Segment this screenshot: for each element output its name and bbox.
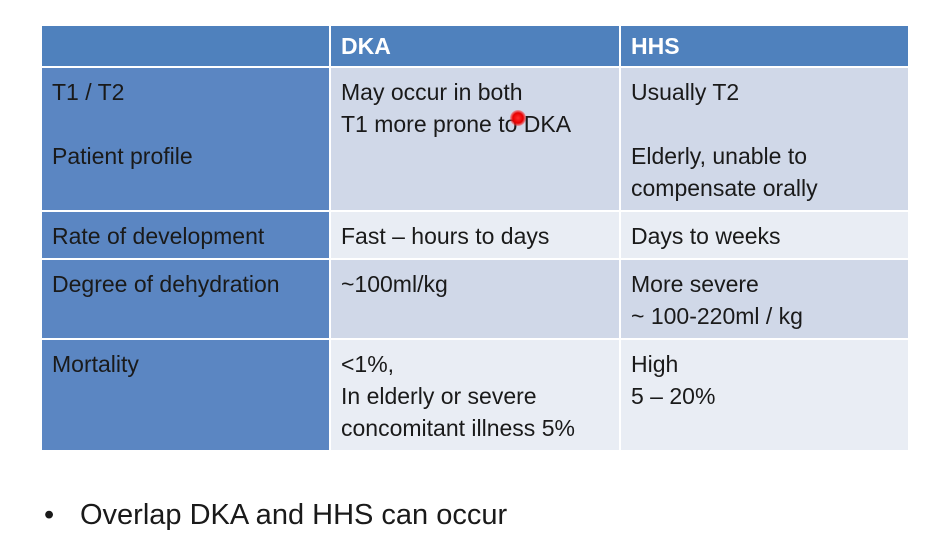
table-header-row: DKA HHS: [40, 24, 910, 68]
table-row: Mortality <1%, In elderly or severe conc…: [40, 338, 910, 452]
hhs-line: High: [631, 351, 679, 377]
table-row: Rate of development Fast – hours to days…: [40, 210, 910, 260]
hhs-line: compensate orally: [631, 175, 818, 201]
comparison-table: DKA HHS T1 / T2 Patient profile May occu…: [40, 24, 910, 452]
row-label-spacer: [52, 108, 319, 140]
dka-cell: Fast – hours to days: [329, 210, 621, 260]
hhs-line: Usually T2: [631, 79, 740, 105]
hhs-line: ~ 100-220ml / kg: [631, 303, 803, 329]
header-dka: DKA: [329, 24, 621, 68]
row-label-cell: T1 / T2 Patient profile: [40, 66, 331, 212]
bullet-point: • Overlap DKA and HHS can occur: [44, 497, 507, 533]
hhs-line: 5 – 20%: [631, 383, 716, 409]
row-label-line: Rate of development: [52, 223, 265, 249]
bullet-dot-icon: •: [44, 499, 55, 531]
table-row: Degree of dehydration ~100ml/kg More sev…: [40, 258, 910, 340]
laser-pointer-icon: [510, 110, 526, 126]
dka-line: T1 more prone to DKA: [341, 111, 572, 137]
dka-line: Fast – hours to days: [341, 223, 550, 249]
header-empty: [40, 24, 331, 68]
hhs-line: Elderly, unable to: [631, 143, 808, 169]
hhs-cell: Days to weeks: [619, 210, 910, 260]
row-label-line: T1 / T2: [52, 79, 125, 105]
dka-cell: May occur in both T1 more prone to DKA: [329, 66, 621, 212]
dka-line: ~100ml/kg: [341, 271, 448, 297]
row-label-cell: Rate of development: [40, 210, 331, 260]
row-label-cell: Degree of dehydration: [40, 258, 331, 340]
dka-line: May occur in both: [341, 79, 523, 105]
row-label-line: Degree of dehydration: [52, 271, 280, 297]
dka-line: concomitant illness 5%: [341, 415, 575, 441]
dka-line: In elderly or severe: [341, 383, 537, 409]
table-row: T1 / T2 Patient profile May occur in bot…: [40, 66, 910, 212]
row-label-cell: Mortality: [40, 338, 331, 452]
hhs-line: More severe: [631, 271, 759, 297]
hhs-cell: More severe ~ 100-220ml / kg: [619, 258, 910, 340]
bullet-text: Overlap DKA and HHS can occur: [80, 499, 508, 531]
row-label-line: Patient profile: [52, 143, 193, 169]
row-label-line: Mortality: [52, 351, 139, 377]
dka-cell: <1%, In elderly or severe concomitant il…: [329, 338, 621, 452]
hhs-spacer: [631, 108, 898, 140]
dka-cell: ~100ml/kg: [329, 258, 621, 340]
dka-line: <1%,: [341, 351, 395, 377]
hhs-cell: High 5 – 20%: [619, 338, 910, 452]
hhs-cell: Usually T2 Elderly, unable to compensate…: [619, 66, 910, 212]
header-hhs: HHS: [619, 24, 910, 68]
hhs-line: Days to weeks: [631, 223, 781, 249]
